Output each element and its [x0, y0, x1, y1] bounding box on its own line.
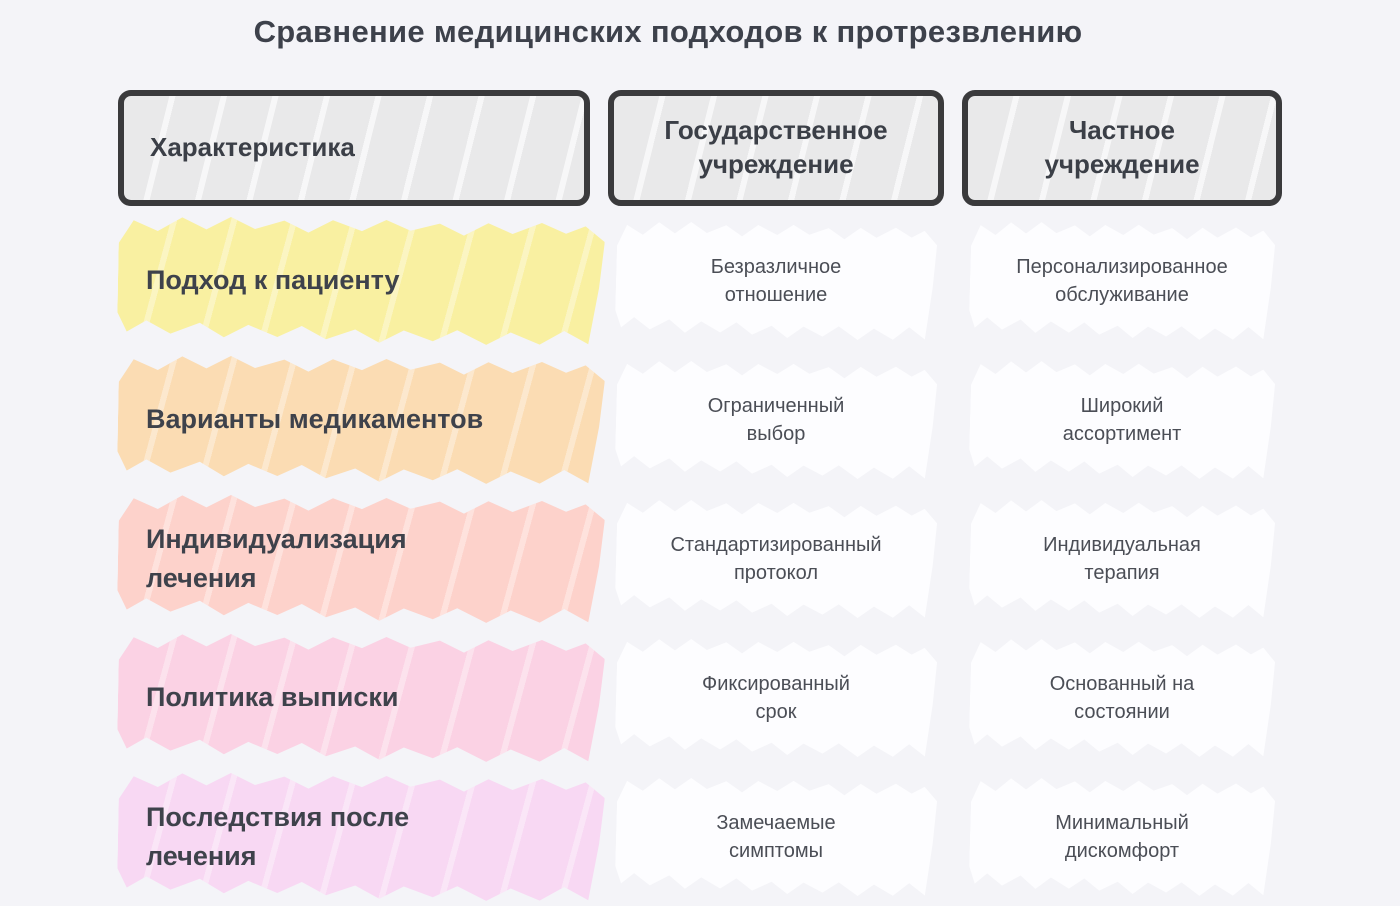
row-label-text: Индивидуализация лечения — [146, 523, 407, 593]
state-value-cell: Безразличное отношение — [608, 217, 944, 345]
state-value-text: Безразличное отношение — [710, 256, 842, 306]
state-value-text: Стандартизированный протокол — [670, 534, 882, 584]
private-value-text: Индивидуальная терапия — [1043, 534, 1201, 584]
state-value-cell: Фиксированный срок — [608, 634, 944, 762]
state-value-text: Фиксированный срок — [702, 673, 850, 723]
column-header-label: Государственное учреждение — [664, 115, 888, 179]
row-label-cell: Политика выписки — [118, 634, 590, 762]
row-label-cell: Последствия после лечения — [118, 773, 590, 901]
comparison-table: Характеристика Государственное учреждени… — [118, 90, 1282, 901]
column-header-characteristic: Характеристика — [118, 90, 590, 206]
state-value-text: Ограниченный выбор — [707, 395, 845, 445]
row-label-cell: Индивидуализация лечения — [118, 495, 590, 623]
private-value-cell: Индивидуальная терапия — [962, 495, 1282, 623]
private-value-cell: Основанный на состоянии — [962, 634, 1282, 762]
private-value-cell: Минимальный дискомфорт — [962, 773, 1282, 901]
row-label-text: Политика выписки — [146, 682, 399, 713]
column-header-label: Частное учреждение — [1044, 115, 1200, 179]
row-label-cell: Варианты медикаментов — [118, 356, 590, 484]
column-header-label: Характеристика — [150, 132, 355, 163]
page-title: Сравнение медицинских подходов к протрез… — [253, 14, 1083, 49]
state-value-text: Замечаемые симптомы — [716, 812, 836, 862]
private-value-text: Широкий ассортимент — [1062, 395, 1182, 445]
row-label-text: Последствия после лечения — [146, 801, 410, 871]
infographic-canvas: Сравнение медицинских подходов к протрез… — [0, 14, 1282, 846]
state-value-cell: Стандартизированный протокол — [608, 495, 944, 623]
state-value-cell: Замечаемые симптомы — [608, 773, 944, 901]
row-label-text: Подход к пациенту — [146, 265, 400, 296]
private-value-text: Основанный на состоянии — [1049, 673, 1195, 723]
private-value-cell: Широкий ассортимент — [962, 356, 1282, 484]
column-header-private-institution: Частное учреждение — [962, 90, 1282, 206]
private-value-text: Персонализированное обслуживание — [1016, 256, 1228, 306]
state-value-cell: Ограниченный выбор — [608, 356, 944, 484]
row-label-cell: Подход к пациенту — [118, 217, 590, 345]
private-value-cell: Персонализированное обслуживание — [962, 217, 1282, 345]
private-value-text: Минимальный дискомфорт — [1055, 812, 1189, 862]
column-header-state-institution: Государственное учреждение — [608, 90, 944, 206]
row-label-text: Варианты медикаментов — [146, 404, 484, 435]
